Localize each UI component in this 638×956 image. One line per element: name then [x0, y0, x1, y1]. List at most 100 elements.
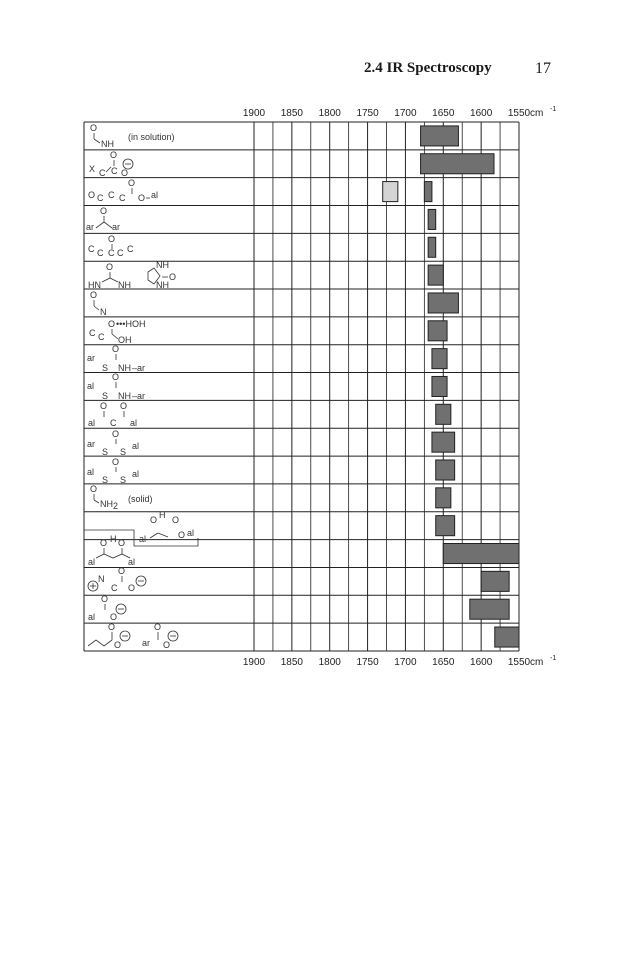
structure-row-3: O ar ar	[86, 206, 120, 232]
absorption-bar	[423, 181, 433, 203]
absorption-bar	[435, 515, 456, 537]
x-axis-top: 1900 1850 1800 1750 1700 1650 1600 1550 cm -1	[243, 106, 556, 119]
svg-text:C: C	[108, 248, 115, 258]
structure-row-10: O O al C al	[88, 401, 137, 428]
svg-text:O: O	[172, 515, 179, 525]
svg-text:O: O	[118, 566, 125, 576]
absorption-bar	[431, 431, 456, 453]
svg-text:N: N	[100, 307, 107, 317]
svg-text:C: C	[99, 168, 106, 178]
svg-text:al: al	[151, 190, 158, 200]
svg-text:O: O	[138, 193, 145, 203]
svg-text:O: O	[110, 150, 117, 160]
row-note: (in solution)	[128, 132, 175, 142]
structure-row-0: O NH	[90, 123, 114, 149]
svg-text:O: O	[120, 401, 127, 411]
structure-row-17: O al O	[88, 594, 127, 622]
row-note: (solid)	[128, 494, 153, 504]
svg-text:O: O	[90, 484, 97, 494]
svg-text:O: O	[108, 622, 115, 632]
tick-label: 1900	[243, 108, 266, 119]
tick-label: 1550	[508, 108, 531, 119]
svg-text:C: C	[97, 248, 104, 258]
structure-row-15: O H O al al	[88, 534, 135, 567]
tick-label: 1700	[394, 108, 417, 119]
tick-label: 1750	[356, 657, 379, 668]
tick-label: 1800	[319, 657, 342, 668]
axis-unit-exponent: -1	[550, 106, 556, 113]
svg-text:O: O	[108, 319, 115, 329]
tick-label: 1600	[470, 657, 493, 668]
svg-text:S: S	[102, 391, 108, 401]
svg-text:ar: ar	[86, 222, 94, 232]
svg-text:S: S	[120, 475, 126, 485]
svg-text:al: al	[187, 528, 194, 538]
svg-text:O: O	[101, 594, 108, 604]
svg-text:ar: ar	[87, 353, 95, 363]
svg-text:•••HOH: •••HOH	[116, 319, 145, 329]
absorption-bar	[382, 181, 399, 203]
tick-label: 1650	[432, 657, 455, 668]
page-number: 17	[535, 60, 551, 77]
svg-text:O: O	[108, 234, 115, 244]
svg-text:O: O	[169, 272, 176, 282]
x-axis-bottom: 1900 1850 1800 1750 1700 1650 1600 1550 cm -1	[243, 655, 556, 668]
svg-text:O: O	[121, 168, 128, 178]
absorption-bar	[431, 348, 448, 370]
structure-row-2: O C C C O O al	[88, 178, 158, 203]
tick-label: 1800	[319, 108, 342, 119]
svg-text:O: O	[112, 457, 119, 467]
structure-row-12: al O S S al	[87, 457, 139, 485]
svg-text:O: O	[128, 178, 135, 188]
axis-unit-label: cm	[530, 657, 543, 668]
structure-row-8: ar O S NH –ar	[87, 344, 145, 373]
svg-text:al: al	[87, 381, 94, 391]
absorption-bar	[435, 459, 456, 481]
axis-unit-exponent: -1	[550, 655, 556, 662]
svg-text:O: O	[150, 515, 157, 525]
structure-row-13: O NH 2	[90, 484, 118, 511]
svg-text:O: O	[178, 530, 185, 540]
svg-text:O: O	[100, 206, 107, 216]
row-notes: (in solution) (solid)	[128, 132, 175, 504]
svg-text:O: O	[88, 190, 95, 200]
svg-text:O: O	[163, 640, 170, 650]
svg-text:al: al	[139, 534, 146, 544]
structure-row-6: O N	[90, 290, 107, 317]
svg-text:N: N	[98, 574, 105, 584]
absorption-bar	[420, 125, 459, 147]
svg-text:al: al	[88, 612, 95, 622]
absorption-bar	[442, 542, 520, 565]
structure-row-9: al O S NH –ar	[87, 372, 145, 401]
svg-text:ar: ar	[142, 638, 150, 648]
svg-text:NH: NH	[156, 280, 169, 290]
svg-text:X: X	[89, 164, 95, 174]
svg-text:O: O	[128, 583, 135, 593]
absorption-bar	[427, 236, 437, 258]
svg-text:NH: NH	[156, 260, 169, 270]
svg-text:O: O	[114, 640, 121, 650]
structure-column: O NH X C O C O O C C C O O al	[84, 123, 199, 650]
page-header: 2.4 IR Spectroscopy 17	[0, 58, 638, 82]
svg-text:C: C	[108, 190, 115, 200]
svg-text:H: H	[110, 534, 117, 544]
structure-row-18: O O ar O O	[87, 622, 179, 650]
svg-text:al: al	[128, 557, 135, 567]
svg-text:S: S	[102, 475, 108, 485]
svg-text:C: C	[89, 328, 96, 338]
svg-text:S: S	[102, 363, 108, 373]
svg-text:C: C	[127, 244, 134, 254]
svg-text:–ar: –ar	[132, 391, 145, 401]
svg-text:O: O	[118, 538, 125, 548]
svg-text:NH: NH	[101, 139, 114, 149]
svg-text:NH: NH	[118, 363, 131, 373]
svg-text:S: S	[120, 447, 126, 457]
svg-text:O: O	[90, 290, 97, 300]
structure-row-16: N C O O	[87, 566, 147, 593]
svg-text:C: C	[88, 244, 95, 254]
absorption-bar	[435, 403, 452, 425]
chart-grid	[83, 121, 520, 652]
absorption-bar	[420, 153, 495, 175]
structure-row-14: O H O al al O	[84, 510, 199, 547]
tick-label: 1700	[394, 657, 417, 668]
